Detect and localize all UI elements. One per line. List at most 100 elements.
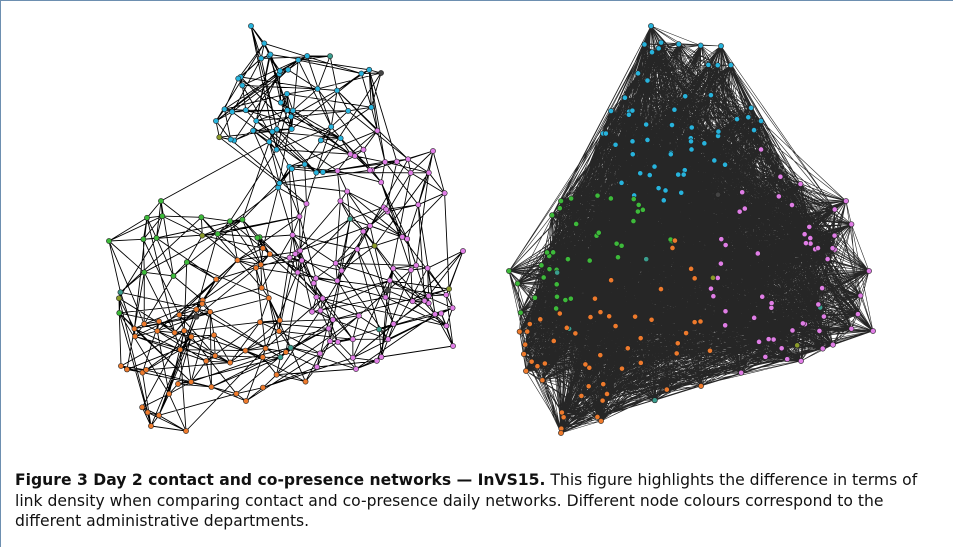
- node: [568, 195, 575, 202]
- node: [718, 236, 725, 243]
- node: [539, 377, 546, 384]
- node: [332, 260, 339, 267]
- node: [302, 378, 309, 385]
- node: [248, 23, 254, 29]
- node: [554, 293, 560, 300]
- node: [553, 305, 560, 312]
- node: [649, 49, 655, 56]
- node: [758, 146, 764, 153]
- node: [526, 321, 533, 327]
- node: [242, 107, 249, 114]
- node: [118, 363, 124, 369]
- node: [143, 366, 150, 373]
- node: [708, 92, 714, 99]
- node: [819, 285, 826, 292]
- node: [541, 360, 548, 367]
- node: [831, 232, 838, 239]
- node: [409, 298, 416, 305]
- node: [235, 75, 242, 82]
- node: [553, 281, 560, 288]
- node: [600, 381, 607, 388]
- node: [587, 314, 594, 320]
- node: [334, 277, 341, 284]
- node: [820, 313, 827, 320]
- node: [449, 305, 456, 311]
- node: [613, 240, 620, 247]
- node: [528, 358, 535, 365]
- node: [253, 117, 260, 124]
- node: [718, 43, 724, 49]
- node: [678, 189, 685, 196]
- node: [751, 127, 757, 134]
- node: [443, 291, 450, 298]
- node: [393, 158, 400, 165]
- node: [671, 106, 678, 113]
- node: [408, 267, 414, 273]
- node: [284, 107, 291, 114]
- node: [239, 82, 246, 89]
- node: [334, 167, 341, 174]
- node: [803, 240, 809, 247]
- node: [538, 262, 545, 269]
- node: [558, 409, 565, 416]
- node: [870, 328, 876, 334]
- node: [156, 412, 162, 419]
- node: [524, 328, 531, 335]
- node: [259, 354, 266, 361]
- node: [385, 336, 392, 343]
- node: [680, 171, 687, 178]
- node: [349, 336, 356, 343]
- node: [639, 206, 646, 213]
- node: [799, 320, 806, 327]
- node: [629, 107, 636, 114]
- node: [705, 61, 712, 68]
- node: [784, 356, 791, 363]
- node: [558, 430, 564, 436]
- edges: [108, 25, 464, 432]
- node: [227, 359, 234, 366]
- node: [662, 187, 669, 194]
- node: [193, 313, 200, 320]
- node: [198, 214, 205, 221]
- node: [688, 265, 694, 272]
- node: [253, 264, 259, 271]
- node: [669, 245, 676, 251]
- node: [683, 330, 689, 336]
- node: [727, 62, 734, 68]
- node: [132, 333, 139, 340]
- node: [604, 391, 610, 397]
- node: [550, 338, 557, 344]
- node: [288, 113, 294, 120]
- node: [697, 318, 704, 325]
- node: [176, 311, 183, 318]
- node: [688, 146, 695, 153]
- node: [421, 297, 428, 304]
- node: [446, 286, 452, 292]
- node: [607, 195, 614, 202]
- node: [371, 242, 378, 249]
- node: [166, 390, 173, 397]
- node: [378, 70, 384, 76]
- node: [239, 216, 246, 223]
- node: [554, 269, 561, 276]
- node: [360, 228, 367, 235]
- node: [715, 128, 722, 135]
- node: [295, 57, 302, 63]
- node: [586, 364, 593, 371]
- node: [710, 293, 717, 300]
- node: [301, 161, 308, 168]
- node: [285, 66, 291, 73]
- node: [612, 141, 619, 148]
- node: [325, 325, 332, 332]
- node: [338, 267, 345, 274]
- node: [390, 265, 397, 272]
- node: [287, 344, 294, 351]
- node: [708, 285, 714, 292]
- node: [382, 159, 388, 165]
- node: [208, 384, 215, 390]
- node: [317, 137, 324, 144]
- node: [594, 192, 601, 199]
- node: [697, 42, 704, 49]
- network-figure: [106, 23, 876, 436]
- node: [829, 245, 836, 252]
